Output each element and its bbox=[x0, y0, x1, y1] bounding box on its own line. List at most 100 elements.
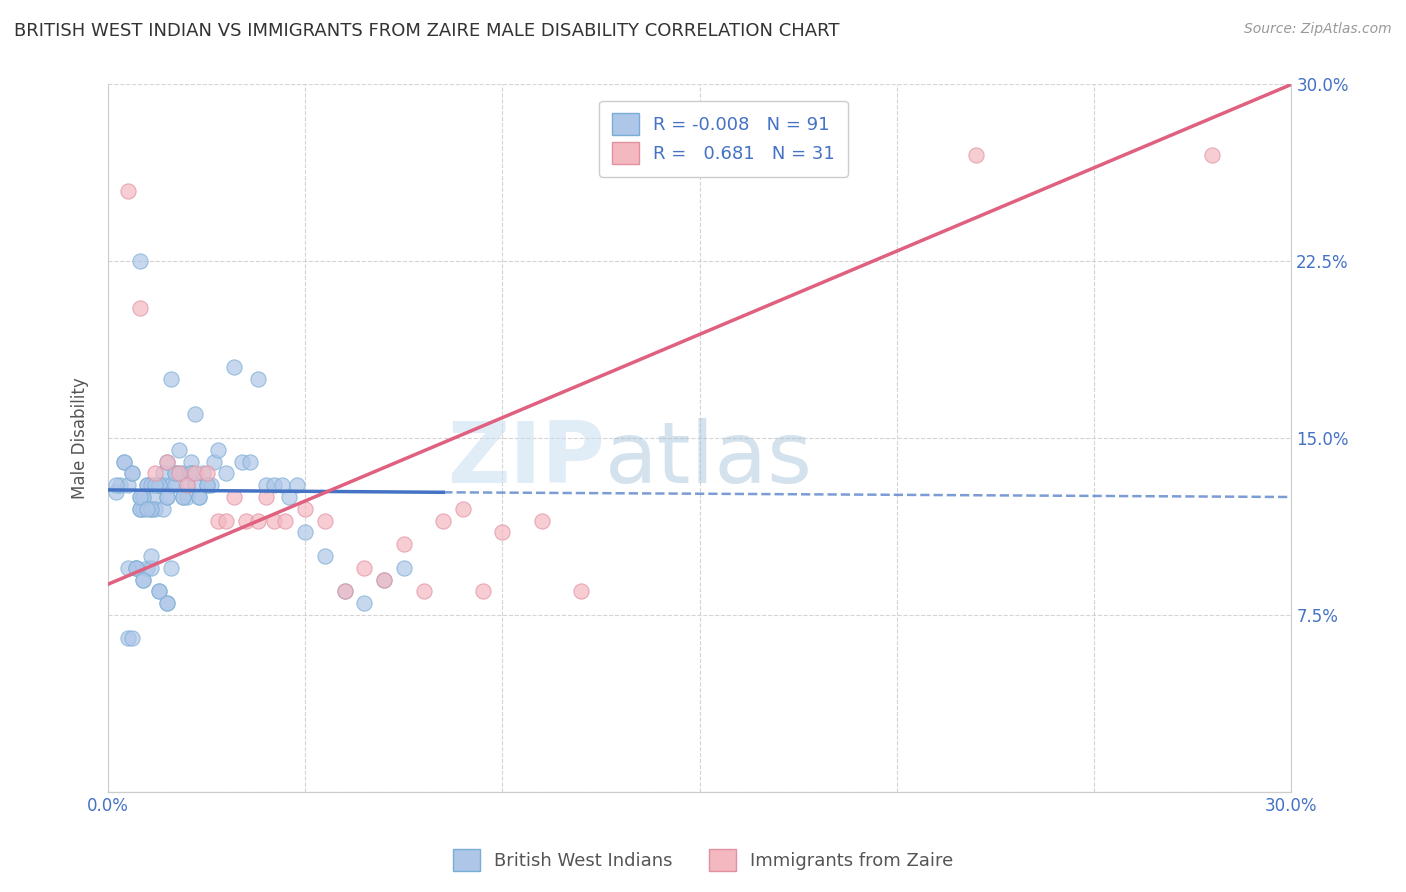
Point bbox=[136, 478, 159, 492]
Point bbox=[117, 184, 139, 198]
Point bbox=[121, 467, 143, 481]
Point bbox=[278, 490, 301, 504]
Point bbox=[184, 408, 207, 422]
Point bbox=[263, 514, 285, 528]
Point bbox=[412, 584, 434, 599]
Point bbox=[160, 560, 183, 574]
Point bbox=[373, 573, 395, 587]
Point bbox=[156, 596, 179, 610]
Point bbox=[141, 478, 163, 492]
Point bbox=[294, 501, 316, 516]
Point bbox=[141, 501, 163, 516]
Point bbox=[254, 478, 277, 492]
Point bbox=[294, 525, 316, 540]
Point bbox=[143, 467, 166, 481]
Point bbox=[104, 478, 127, 492]
Point bbox=[124, 560, 146, 574]
Point bbox=[176, 490, 198, 504]
Point bbox=[163, 478, 186, 492]
Point bbox=[112, 455, 135, 469]
Point bbox=[148, 584, 170, 599]
Point bbox=[136, 478, 159, 492]
Text: ZIP: ZIP bbox=[447, 417, 605, 500]
Point bbox=[451, 501, 474, 516]
Point bbox=[136, 560, 159, 574]
Point bbox=[128, 490, 150, 504]
Point bbox=[148, 584, 170, 599]
Point bbox=[263, 478, 285, 492]
Point bbox=[224, 490, 246, 504]
Point bbox=[143, 478, 166, 492]
Point bbox=[112, 455, 135, 469]
Point bbox=[156, 490, 179, 504]
Legend: British West Indians, Immigrants from Zaire: British West Indians, Immigrants from Za… bbox=[446, 842, 960, 879]
Point bbox=[143, 501, 166, 516]
Point bbox=[124, 560, 146, 574]
Point bbox=[160, 372, 183, 386]
Point bbox=[163, 467, 186, 481]
Point bbox=[191, 467, 214, 481]
Point bbox=[471, 584, 494, 599]
Point bbox=[167, 467, 190, 481]
Point bbox=[207, 514, 229, 528]
Point bbox=[172, 490, 194, 504]
Point bbox=[141, 560, 163, 574]
Point bbox=[172, 467, 194, 481]
Text: BRITISH WEST INDIAN VS IMMIGRANTS FROM ZAIRE MALE DISABILITY CORRELATION CHART: BRITISH WEST INDIAN VS IMMIGRANTS FROM Z… bbox=[14, 22, 839, 40]
Point bbox=[156, 455, 179, 469]
Point bbox=[132, 490, 155, 504]
Point bbox=[108, 478, 131, 492]
Y-axis label: Male Disability: Male Disability bbox=[72, 377, 89, 499]
Point bbox=[180, 455, 202, 469]
Point bbox=[187, 490, 209, 504]
Point bbox=[128, 490, 150, 504]
Point bbox=[124, 560, 146, 574]
Point bbox=[156, 455, 179, 469]
Point bbox=[285, 478, 308, 492]
Point bbox=[204, 455, 226, 469]
Point bbox=[141, 549, 163, 563]
Point bbox=[176, 478, 198, 492]
Point bbox=[180, 467, 202, 481]
Point bbox=[184, 467, 207, 481]
Point bbox=[239, 455, 262, 469]
Point bbox=[530, 514, 553, 528]
Point bbox=[128, 301, 150, 316]
Point bbox=[373, 573, 395, 587]
Point bbox=[104, 485, 127, 500]
Point bbox=[152, 501, 174, 516]
Point bbox=[392, 560, 415, 574]
Point bbox=[1201, 148, 1223, 162]
Point bbox=[491, 525, 513, 540]
Point bbox=[117, 478, 139, 492]
Point bbox=[128, 501, 150, 516]
Point bbox=[200, 478, 222, 492]
Point bbox=[152, 478, 174, 492]
Point bbox=[195, 478, 218, 492]
Point bbox=[117, 632, 139, 646]
Point bbox=[246, 372, 269, 386]
Point bbox=[143, 490, 166, 504]
Legend: R = -0.008   N = 91, R =   0.681   N = 31: R = -0.008 N = 91, R = 0.681 N = 31 bbox=[599, 101, 848, 178]
Point bbox=[353, 560, 375, 574]
Point bbox=[314, 514, 336, 528]
Point bbox=[569, 584, 592, 599]
Point bbox=[235, 514, 257, 528]
Text: Source: ZipAtlas.com: Source: ZipAtlas.com bbox=[1244, 22, 1392, 37]
Point bbox=[163, 467, 186, 481]
Point bbox=[128, 501, 150, 516]
Point bbox=[117, 560, 139, 574]
Point bbox=[274, 514, 297, 528]
Point bbox=[246, 514, 269, 528]
Point bbox=[187, 490, 209, 504]
Point bbox=[432, 514, 454, 528]
Text: atlas: atlas bbox=[605, 417, 813, 500]
Point bbox=[215, 514, 238, 528]
Point bbox=[965, 148, 987, 162]
Point bbox=[121, 467, 143, 481]
Point bbox=[132, 573, 155, 587]
Point bbox=[207, 442, 229, 457]
Point bbox=[148, 478, 170, 492]
Point bbox=[141, 501, 163, 516]
Point bbox=[160, 478, 183, 492]
